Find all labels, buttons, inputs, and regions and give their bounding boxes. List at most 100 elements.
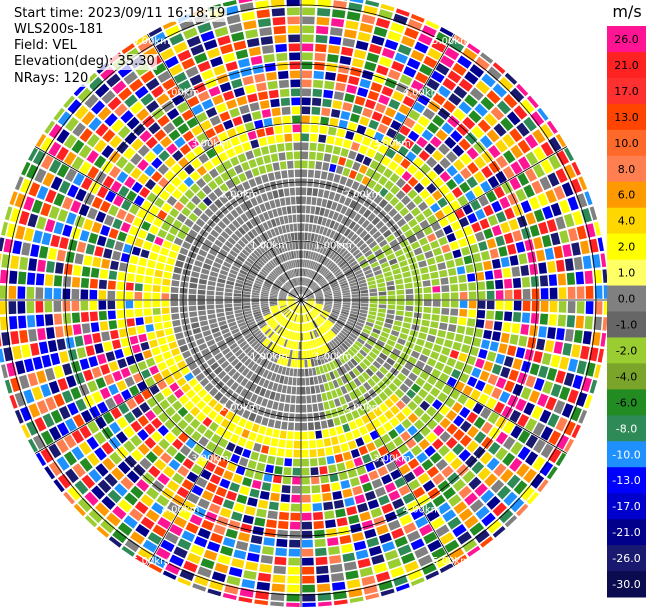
velocity-gate: [180, 366, 190, 376]
velocity-gate: [327, 537, 339, 546]
velocity-gate: [486, 310, 495, 320]
velocity-gate: [385, 275, 394, 282]
velocity-gate: [408, 109, 421, 121]
velocity-gate: [278, 511, 289, 521]
velocity-gate: [83, 369, 94, 382]
velocity-gate: [359, 282, 367, 288]
velocity-gate: [286, 311, 292, 318]
velocity-gate: [453, 554, 468, 566]
velocity-gate: [116, 291, 125, 300]
velocity-gate: [115, 156, 128, 169]
velocity-gate: [298, 286, 301, 295]
velocity-gate: [395, 411, 406, 422]
velocity-gate: [373, 395, 383, 406]
velocity-gate: [62, 288, 71, 299]
velocity-gate: [332, 581, 346, 591]
velocity-gate: [308, 270, 313, 278]
velocity-gate: [520, 324, 530, 335]
velocity-gate: [334, 300, 342, 302]
velocity-gate: [388, 98, 401, 110]
velocity-gate: [421, 459, 434, 471]
velocity-gate: [548, 448, 562, 464]
velocity-gate: [198, 315, 207, 322]
velocity-gate: [184, 218, 194, 228]
velocity-gate: [164, 55, 179, 69]
velocity-gate: [158, 150, 170, 162]
velocity-gate: [517, 414, 530, 428]
velocity-gate: [529, 325, 539, 337]
velocity-gate: [155, 547, 171, 561]
velocity-gate: [74, 105, 89, 120]
velocity-gate: [339, 195, 347, 204]
velocity-gate: [266, 278, 274, 284]
velocity-gate: [292, 241, 296, 250]
velocity-gate: [0, 285, 8, 299]
velocity-gate: [285, 449, 293, 458]
velocity-gate: [256, 236, 264, 244]
velocity-gate: [477, 310, 486, 319]
velocity-gate: [369, 292, 378, 297]
velocity-gate: [286, 386, 292, 394]
velocity-gate: [153, 277, 162, 285]
velocity-gate: [361, 176, 371, 186]
velocity-gate: [230, 156, 240, 167]
velocity-gate: [502, 133, 516, 148]
velocity-gate: [370, 507, 383, 518]
velocity-gate: [324, 80, 335, 90]
velocity-gate: [154, 269, 163, 278]
velocity-gate: [177, 170, 189, 181]
velocity-gate: [349, 380, 357, 390]
velocity-gate: [481, 150, 494, 164]
velocity-gate: [273, 227, 280, 236]
velocity-gate: [347, 440, 357, 450]
velocity-gate: [321, 374, 328, 383]
velocity-gate: [309, 449, 317, 458]
velocity-gate: [435, 337, 445, 346]
velocity-gate: [296, 287, 300, 295]
velocity-gate: [291, 313, 296, 321]
velocity-gate: [197, 498, 210, 510]
velocity-gate: [376, 64, 389, 76]
velocity-gate: [56, 422, 70, 437]
velocity-gate: [232, 346, 241, 354]
azimuth-spoke: [34, 146, 302, 301]
velocity-gate: [332, 359, 339, 368]
velocity-gate: [466, 411, 478, 424]
velocity-gate: [247, 243, 255, 251]
velocity-gate: [504, 207, 515, 220]
velocity-gate: [251, 292, 260, 296]
velocity-gate: [305, 290, 311, 296]
velocity-gate: [563, 420, 576, 436]
velocity-gate: [237, 153, 247, 163]
velocity-gate: [319, 226, 325, 235]
velocity-gate: [437, 197, 448, 208]
velocity-gate: [302, 314, 305, 323]
velocity-gate: [15, 225, 26, 240]
velocity-gate: [296, 341, 299, 350]
velocity-gate: [143, 300, 152, 308]
velocity-gate: [342, 302, 351, 305]
velocity-gate: [297, 286, 300, 295]
velocity-gate: [253, 148, 262, 158]
velocity-gate: [305, 291, 312, 297]
velocity-gate: [288, 301, 296, 305]
velocity-gate: [446, 212, 457, 224]
velocity-gate: [296, 323, 299, 332]
velocity-gate: [459, 292, 468, 300]
velocity-gate: [169, 226, 179, 236]
velocity-gate: [359, 78, 371, 89]
velocity-gate: [335, 323, 343, 329]
velocity-gate: [172, 371, 183, 381]
velocity-gate: [194, 52, 208, 64]
velocity-gate: [302, 43, 314, 52]
velocity-gate: [273, 237, 280, 246]
range-label: 4.00km: [162, 505, 200, 516]
velocity-gate: [483, 260, 492, 271]
velocity-gate: [302, 575, 315, 584]
velocity-gate: [152, 444, 164, 457]
velocity-gate: [292, 115, 301, 124]
velocity-gate: [96, 353, 107, 365]
velocity-gate: [205, 461, 216, 472]
velocity-gate: [125, 282, 134, 291]
velocity-gate: [245, 380, 253, 390]
